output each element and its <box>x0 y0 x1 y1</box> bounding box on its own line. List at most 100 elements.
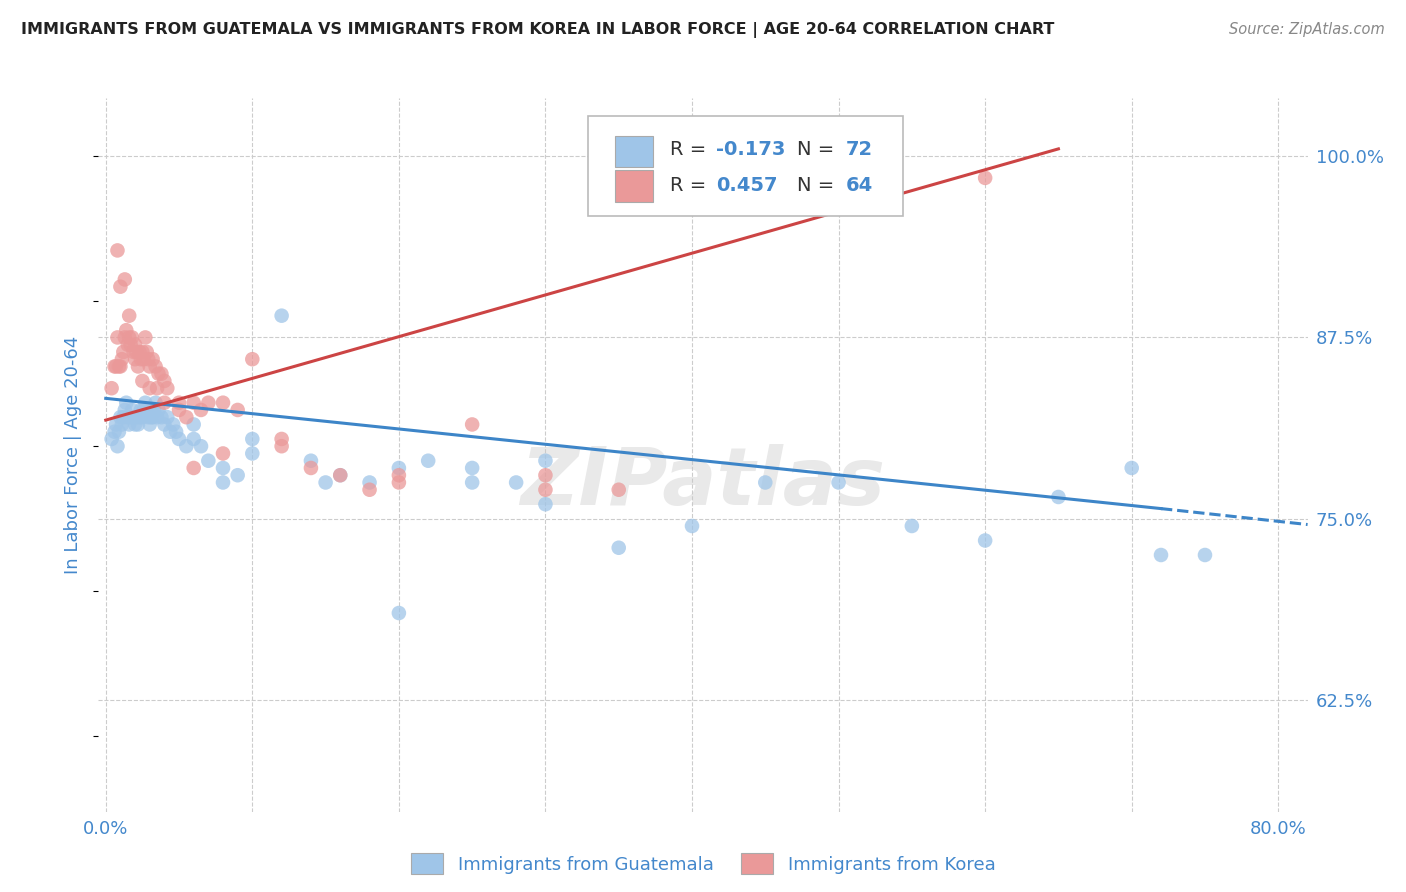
Point <box>388 461 411 475</box>
Point <box>159 425 181 439</box>
Point <box>153 417 176 432</box>
Point <box>121 403 143 417</box>
Point <box>534 454 557 468</box>
Point <box>127 417 149 432</box>
Point <box>534 468 557 483</box>
Point <box>142 410 165 425</box>
Point <box>125 345 148 359</box>
Point <box>103 425 125 439</box>
Text: ZIPatlas: ZIPatlas <box>520 444 886 523</box>
Text: 64: 64 <box>845 176 873 194</box>
Point <box>681 519 703 533</box>
Point <box>107 330 129 344</box>
Point <box>183 461 205 475</box>
Point <box>212 395 235 409</box>
Point <box>974 533 997 548</box>
Point <box>607 541 630 555</box>
Point <box>125 410 148 425</box>
Point <box>148 367 170 381</box>
Point <box>134 330 156 344</box>
Point <box>974 170 997 185</box>
Point <box>142 352 165 367</box>
Text: -0.173: -0.173 <box>716 140 786 159</box>
Point <box>270 439 292 453</box>
Point <box>212 475 235 490</box>
Point <box>418 454 440 468</box>
Point <box>156 381 179 395</box>
Point <box>122 345 145 359</box>
Point <box>167 395 190 409</box>
Point <box>146 410 169 425</box>
Point <box>190 403 212 417</box>
Point <box>359 475 381 490</box>
Point <box>124 417 146 432</box>
Point <box>461 417 484 432</box>
Point <box>124 337 146 351</box>
Point <box>183 395 205 409</box>
Text: N =: N = <box>797 140 841 159</box>
Point <box>461 475 484 490</box>
Point <box>167 432 190 446</box>
Point <box>388 468 411 483</box>
Point <box>108 425 131 439</box>
Point <box>120 337 142 351</box>
Point <box>240 352 263 367</box>
Point <box>299 454 322 468</box>
FancyBboxPatch shape <box>588 116 903 216</box>
Point <box>129 403 152 417</box>
Point <box>156 410 179 425</box>
Point <box>153 395 176 409</box>
Y-axis label: In Labor Force | Age 20-64: In Labor Force | Age 20-64 <box>65 335 83 574</box>
Point <box>129 352 152 367</box>
Point <box>329 468 352 483</box>
Point <box>183 432 205 446</box>
Point <box>122 410 145 425</box>
Point <box>100 381 122 395</box>
Point <box>153 374 176 388</box>
Point <box>103 359 125 374</box>
Point <box>138 417 160 432</box>
FancyBboxPatch shape <box>614 170 654 202</box>
Point <box>240 446 263 460</box>
Text: R =: R = <box>671 176 713 194</box>
Point <box>114 330 136 344</box>
Point <box>1194 548 1216 562</box>
Point <box>534 483 557 497</box>
Point <box>118 417 141 432</box>
Point <box>105 417 128 432</box>
FancyBboxPatch shape <box>614 136 654 168</box>
Point <box>607 483 630 497</box>
Point <box>100 432 122 446</box>
Point <box>388 475 411 490</box>
Point <box>115 395 138 409</box>
Point <box>128 345 150 359</box>
Text: 0.457: 0.457 <box>716 176 778 194</box>
Point <box>534 497 557 511</box>
Point <box>136 410 159 425</box>
Point <box>827 475 849 490</box>
Point <box>1047 490 1070 504</box>
Point <box>118 330 141 344</box>
Point <box>138 381 160 395</box>
Point <box>1121 461 1143 475</box>
Point <box>131 410 153 425</box>
Point <box>190 439 212 453</box>
Point <box>105 359 128 374</box>
Point <box>132 352 155 367</box>
Point <box>132 403 155 417</box>
Point <box>165 425 187 439</box>
Point <box>461 461 484 475</box>
Point <box>1150 548 1173 562</box>
Point <box>167 403 190 417</box>
Point <box>162 417 184 432</box>
Point <box>135 403 157 417</box>
Point <box>141 410 163 425</box>
Point <box>111 417 134 432</box>
Point <box>114 272 136 286</box>
Point <box>270 432 292 446</box>
Point <box>176 410 198 425</box>
Point <box>110 410 132 425</box>
Point <box>183 417 205 432</box>
Text: R =: R = <box>671 140 713 159</box>
Point <box>754 475 776 490</box>
